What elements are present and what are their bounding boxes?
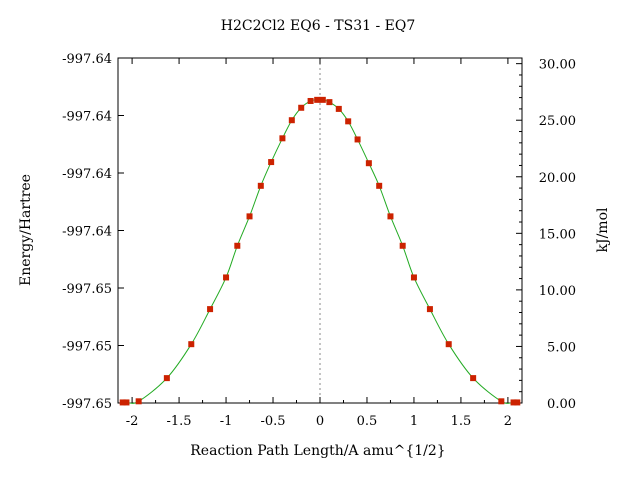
data-point (445, 341, 452, 348)
left-tick-label: -997.64 (62, 52, 112, 67)
x-tick-label: -1.5 (167, 414, 192, 429)
data-point (288, 117, 295, 124)
data-point (326, 99, 333, 106)
right-tick-label: 15.00 (539, 227, 576, 242)
y-axis-label-right: kJ/mol (595, 207, 611, 253)
data-point (376, 182, 383, 189)
data-point (188, 341, 195, 348)
data-point (470, 375, 477, 382)
left-axis-ticks: -997.64 -997.64 -997.64 -997.64 -997.65 -997.… (62, 52, 124, 412)
data-points (119, 96, 521, 406)
data-point (410, 274, 417, 281)
x-axis-ticks: -2 -1.5 -1 -0.5 0 0.5 1 1.5 2 (126, 58, 512, 429)
x-tick-label: -1 (220, 414, 233, 429)
x-tick-label: -2 (126, 414, 139, 429)
data-point (268, 159, 275, 166)
x-tick-label: 1 (410, 414, 418, 429)
right-axis-ticks: 0.00 5.00 10.00 15.00 20.00 25.00 30.00 (516, 58, 576, 412)
left-tick-label: -997.65 (62, 282, 112, 297)
data-point (234, 242, 241, 249)
left-tick-label: -997.64 (62, 225, 112, 240)
data-point (345, 118, 352, 125)
data-point (354, 136, 361, 143)
data-point (246, 213, 253, 220)
right-tick-label: 30.00 (539, 58, 576, 73)
data-point (163, 375, 170, 382)
right-tick-label: 5.00 (547, 340, 576, 355)
left-tick-label: -997.64 (62, 110, 112, 125)
x-tick-label: -0.5 (260, 414, 285, 429)
energy-curve (122, 99, 518, 404)
x-tick-label: 2 (504, 414, 512, 429)
data-point (257, 182, 264, 189)
right-tick-label: 20.00 (539, 171, 576, 186)
data-point (314, 96, 321, 103)
data-point (298, 104, 305, 111)
y-axis-label-left: Energy/Hartree (18, 174, 34, 286)
data-point (307, 97, 314, 104)
left-tick-label: -997.65 (62, 340, 112, 355)
data-point (279, 135, 286, 142)
data-point (119, 399, 126, 406)
data-point (498, 398, 505, 405)
data-point (426, 306, 433, 313)
data-point (514, 399, 521, 406)
chart-title: H2C2Cl2 EQ6 - TS31 - EQ7 (221, 18, 416, 34)
data-point (207, 306, 214, 313)
left-tick-label: -997.64 (62, 167, 112, 182)
x-tick-label: 1.5 (451, 414, 472, 429)
data-point (365, 160, 372, 167)
x-axis-label: Reaction Path Length/A amu^{1/2} (190, 443, 445, 459)
right-tick-label: 25.00 (539, 114, 576, 129)
right-tick-label: 10.00 (539, 284, 576, 299)
right-tick-label: 0.00 (547, 397, 576, 412)
data-point (135, 398, 142, 405)
data-point (387, 213, 394, 220)
data-point (223, 274, 230, 281)
data-point (335, 105, 342, 112)
data-point (510, 399, 517, 406)
left-tick-label: -997.65 (62, 397, 112, 412)
data-point (399, 242, 406, 249)
data-point (319, 96, 326, 103)
data-point (123, 399, 130, 406)
x-tick-label: 0 (316, 414, 324, 429)
x-tick-label: 0.5 (357, 414, 378, 429)
